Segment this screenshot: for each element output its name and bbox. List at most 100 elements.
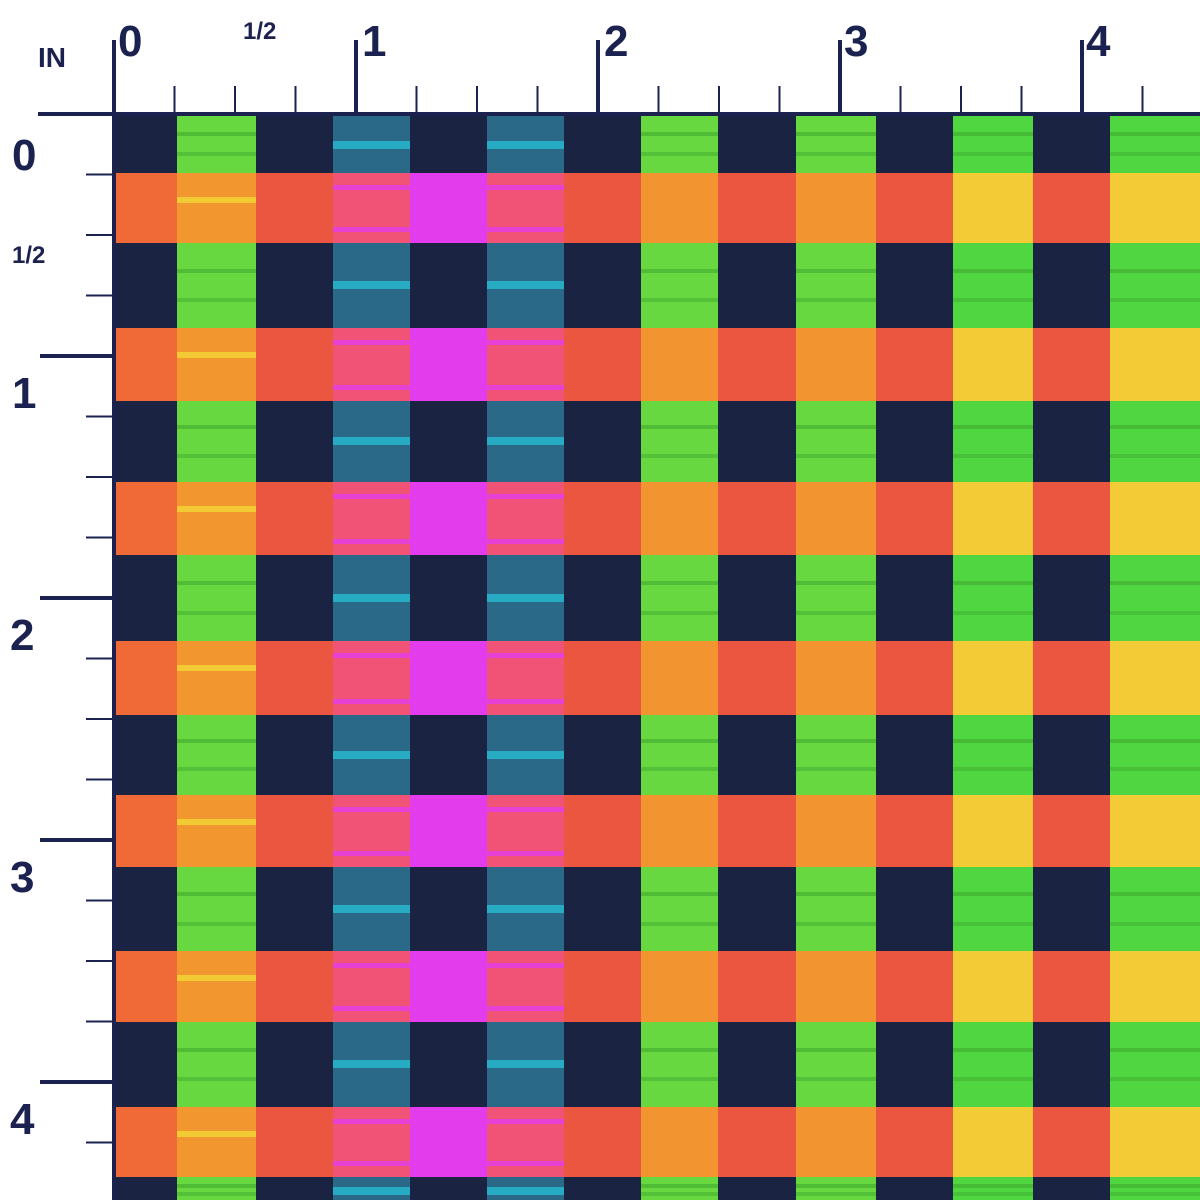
- green-rib-2-3: [953, 425, 1033, 429]
- green-rib-3-4: [1110, 581, 1200, 585]
- pink-accent-1-1-b: [487, 385, 564, 390]
- top-ruler-label-1: 1: [362, 17, 387, 66]
- pink-accent-5-0-b: [333, 1006, 410, 1011]
- green-rib2-1-1: [641, 298, 718, 302]
- green-rib-5-2: [796, 892, 876, 896]
- crossing-5-3: [641, 951, 718, 1022]
- horizontal-stripe-5-gap-4: [1033, 951, 1110, 1022]
- pink-accent-2-1-a: [487, 494, 564, 499]
- green-rib-3-0: [177, 581, 256, 585]
- crossing-2-0: [177, 482, 256, 555]
- crossing-0-6: [1110, 173, 1200, 243]
- crossing-1-4: [796, 328, 876, 401]
- green-rib-6-3: [953, 1048, 1033, 1052]
- horizontal-stripe-0-gap-1: [564, 173, 641, 243]
- pink-accent-3-1-b: [487, 699, 564, 704]
- horizontal-stripe-0-gap-4: [1033, 173, 1110, 243]
- magenta-block-5: [410, 951, 487, 1022]
- green-rib2-2-3: [953, 454, 1033, 458]
- horizontal-stripe-1-gap-3: [876, 328, 953, 401]
- pink-accent-6-0-b: [333, 1161, 410, 1166]
- green-rib2-4-4: [1110, 767, 1200, 771]
- green-rib-2-1: [641, 425, 718, 429]
- crossing-0-0: [177, 173, 256, 243]
- green-rib2-2-4: [1110, 454, 1200, 458]
- green-rib-7-1: [641, 1184, 718, 1188]
- cyan-accent-7-1: [487, 1187, 564, 1195]
- pink-accent-2-0-b: [333, 539, 410, 544]
- green-rib-3-3: [953, 581, 1033, 585]
- green-rib-6-4: [1110, 1048, 1200, 1052]
- green-rib-4-4: [1110, 739, 1200, 743]
- green-rib2-3-0: [177, 611, 256, 615]
- green-rib-1-2: [796, 269, 876, 273]
- green-rib2-4-3: [953, 767, 1033, 771]
- horizontal-stripe-0-gap-0: [256, 173, 333, 243]
- green-rib-7-2: [796, 1184, 876, 1188]
- green-rib2-0-4: [1110, 152, 1200, 156]
- green-rib2-1-4: [1110, 298, 1200, 302]
- crossing-6-0: [177, 1107, 256, 1177]
- horizontal-stripe-5-gap-3: [876, 951, 953, 1022]
- horizontal-stripe-2-gap-1: [564, 482, 641, 555]
- crossing-4-4: [796, 795, 876, 867]
- crossing-5-4: [796, 951, 876, 1022]
- pink-accent-4-0-b: [333, 851, 410, 856]
- green-rib-4-2: [796, 739, 876, 743]
- horizontal-stripe-3-gap-0: [256, 641, 333, 715]
- green-rib-4-1: [641, 739, 718, 743]
- top-ruler-label-0: 0: [118, 17, 143, 66]
- pink-accent-3-0-a: [333, 653, 410, 658]
- horizontal-stripe-2-gap-3: [876, 482, 953, 555]
- top-ruler-label-2: 2: [604, 17, 629, 66]
- left-ruler-label-1: 1: [12, 369, 37, 418]
- pink-accent-5-1-a: [487, 963, 564, 968]
- top-ruler-label-4: 4: [1086, 17, 1111, 66]
- crossing-1-5: [953, 328, 1033, 401]
- horizontal-stripe-5-gap-0: [256, 951, 333, 1022]
- green-rib-0-3: [953, 132, 1033, 136]
- left-ruler-label-half: 1/2: [12, 242, 46, 269]
- green-rib-2-0: [177, 425, 256, 429]
- green-rib2-0-0: [177, 152, 256, 156]
- magenta-block-4: [410, 795, 487, 867]
- cyan-accent-2-1: [487, 437, 564, 445]
- horizontal-stripe-6-gap-4: [1033, 1107, 1110, 1177]
- green-rib2-6-3: [953, 1077, 1033, 1081]
- cyan-accent-1-1: [487, 281, 564, 289]
- horizontal-stripe-3-gap-2: [718, 641, 796, 715]
- cyan-accent-0-1: [487, 141, 564, 149]
- cyan-accent-3-0: [333, 594, 410, 602]
- crossing-1-3: [641, 328, 718, 401]
- yellow-accent-2: [177, 506, 256, 512]
- green-rib2-7-4: [1110, 1192, 1200, 1196]
- pink-accent-0-0-a: [333, 185, 410, 190]
- crossing-0-5: [953, 173, 1033, 243]
- green-rib2-0-3: [953, 152, 1033, 156]
- horizontal-stripe-4-gap-3: [876, 795, 953, 867]
- yellow-accent-1: [177, 352, 256, 358]
- cyan-accent-1-0: [333, 281, 410, 289]
- green-rib2-4-1: [641, 767, 718, 771]
- green-rib2-0-1: [641, 152, 718, 156]
- magenta-block-2: [410, 482, 487, 555]
- horizontal-stripe-4-gap-0: [256, 795, 333, 867]
- crossing-3-0: [177, 641, 256, 715]
- horizontal-stripe-6-gap-2: [718, 1107, 796, 1177]
- pink-accent-0-1-a: [487, 185, 564, 190]
- crossing-3-5: [953, 641, 1033, 715]
- pink-accent-6-1-b: [487, 1161, 564, 1166]
- green-rib-7-3: [953, 1184, 1033, 1188]
- green-rib2-3-1: [641, 611, 718, 615]
- cyan-accent-7-0: [333, 1187, 410, 1195]
- magenta-block-0: [410, 173, 487, 243]
- cyan-accent-5-0: [333, 905, 410, 913]
- left-ruler-label-2: 2: [10, 611, 35, 660]
- horizontal-stripe-1-gap-2: [718, 328, 796, 401]
- pink-accent-1-0-b: [333, 385, 410, 390]
- green-rib2-5-2: [796, 922, 876, 926]
- left-ruler-label-3: 3: [10, 853, 35, 902]
- crossing-3-3: [641, 641, 718, 715]
